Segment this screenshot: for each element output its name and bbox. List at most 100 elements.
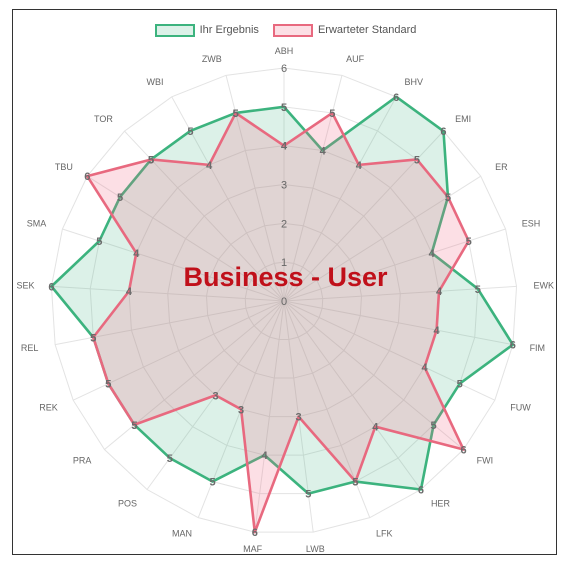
category-label: AUF — [346, 54, 365, 64]
radial-tick-label: 0 — [281, 296, 287, 308]
data-label: 5 — [457, 379, 463, 391]
category-label: SEK — [16, 280, 34, 290]
legend-swatch-ihr-ergebnis — [154, 23, 195, 37]
data-label: 3 — [296, 412, 302, 424]
category-label: SMA — [27, 219, 47, 229]
category-label: REK — [39, 402, 58, 412]
data-label: 5 — [329, 108, 335, 120]
grid-ring — [244, 261, 324, 341]
data-label: 5 — [445, 192, 451, 204]
chart-title: Business - User — [183, 262, 388, 292]
data-label: 5 — [414, 154, 420, 166]
data-label: 5 — [117, 192, 123, 204]
category-label: HER — [431, 498, 451, 508]
data-label: 5 — [445, 192, 451, 204]
data-label: 5 — [187, 126, 193, 138]
radial-tick-label: 4 — [281, 141, 287, 153]
category-label: WBI — [147, 77, 164, 87]
data-label: 4 — [206, 160, 213, 172]
radial-tick-label: 2 — [281, 218, 287, 230]
data-label: 4 — [429, 248, 436, 260]
data-label: 6 — [48, 281, 54, 293]
data-label: 5 — [148, 154, 154, 166]
data-label: 5 — [233, 108, 239, 120]
data-label: 6 — [252, 527, 258, 539]
data-label: 5 — [105, 379, 111, 391]
data-label: 5 — [475, 284, 481, 296]
category-label: PRA — [73, 455, 92, 465]
data-label: 5 — [281, 102, 287, 114]
category-label: LWB — [306, 544, 325, 554]
data-label: 5 — [352, 477, 358, 489]
category-label: FIM — [530, 343, 546, 353]
data-label: 5 — [352, 477, 358, 489]
data-label: 5 — [209, 477, 215, 489]
category-label: BHV — [404, 77, 423, 87]
data-label: 4 — [320, 146, 327, 158]
category-label: LFK — [376, 528, 393, 538]
data-label: 6 — [510, 340, 516, 352]
series-area-0 — [50, 95, 515, 495]
data-label: 5 — [90, 332, 96, 344]
grid-ring — [50, 67, 518, 533]
legend: Ihr Ergebnis Erwarteter Standard — [0, 21, 571, 39]
category-label: ESH — [522, 219, 541, 229]
data-label: 5 — [466, 236, 472, 248]
category-label: EMI — [455, 114, 471, 124]
data-label: 3 — [238, 404, 244, 416]
data-label: 6 — [440, 126, 446, 138]
grid-spoke — [283, 300, 513, 346]
data-label: 6 — [418, 485, 424, 497]
category-label: ZWB — [202, 54, 222, 64]
grid-spoke — [283, 300, 422, 490]
category-label: EWK — [534, 280, 555, 290]
legend-label-erwarteter-standard: Erwarteter Standard — [317, 24, 417, 36]
grid-spoke — [254, 300, 285, 533]
grid-ring — [167, 183, 401, 418]
radial-tick-label: 1 — [281, 257, 287, 269]
legend-label-ihr-ergebnis: Ihr Ergebnis — [199, 24, 259, 36]
data-label: 4 — [436, 286, 443, 298]
radial-tick-label: 6 — [281, 63, 287, 75]
category-label: MAF — [243, 544, 263, 554]
category-label: FUW — [510, 402, 531, 412]
legend-item-erwarteter-standard[interactable]: Erwarteter Standard — [272, 23, 417, 37]
radial-tick-label: 3 — [281, 180, 287, 192]
data-label: 4 — [126, 286, 133, 298]
category-label: MAN — [172, 528, 192, 538]
data-label: 4 — [421, 362, 428, 374]
data-label: 5 — [233, 108, 239, 120]
data-label: 5 — [96, 236, 102, 248]
data-label: 4 — [261, 450, 268, 462]
grid-spoke — [51, 285, 285, 302]
category-label: TBU — [55, 162, 73, 172]
legend-item-ihr-ergebnis[interactable]: Ihr Ergebnis — [154, 23, 259, 37]
series-area-1 — [85, 111, 470, 534]
data-label: 5 — [90, 332, 96, 344]
data-label: 5 — [105, 379, 111, 391]
data-label: 5 — [167, 453, 173, 465]
data-label: 5 — [148, 154, 154, 166]
data-label: 4 — [434, 325, 441, 337]
category-label: ABH — [275, 46, 294, 56]
grid-ring — [205, 222, 363, 379]
data-label: 4 — [372, 422, 379, 434]
data-label: 6 — [460, 445, 466, 457]
category-label: TOR — [94, 114, 113, 124]
category-label: ER — [495, 162, 508, 172]
grid-spoke — [283, 96, 397, 302]
data-label: 4 — [281, 141, 288, 153]
data-label: 3 — [212, 390, 218, 402]
category-label: REL — [21, 343, 39, 353]
data-label: 5 — [305, 489, 311, 501]
category-label: FWI — [477, 455, 494, 465]
data-label: 5 — [131, 420, 137, 432]
data-label: 6 — [393, 92, 399, 104]
data-label: 5 — [431, 420, 437, 432]
legend-swatch-erwarteter-standard — [272, 23, 313, 37]
data-label: 6 — [84, 171, 90, 183]
data-label: 5 — [131, 420, 137, 432]
radial-tick-label: 5 — [281, 102, 287, 114]
data-label: 4 — [133, 248, 140, 260]
